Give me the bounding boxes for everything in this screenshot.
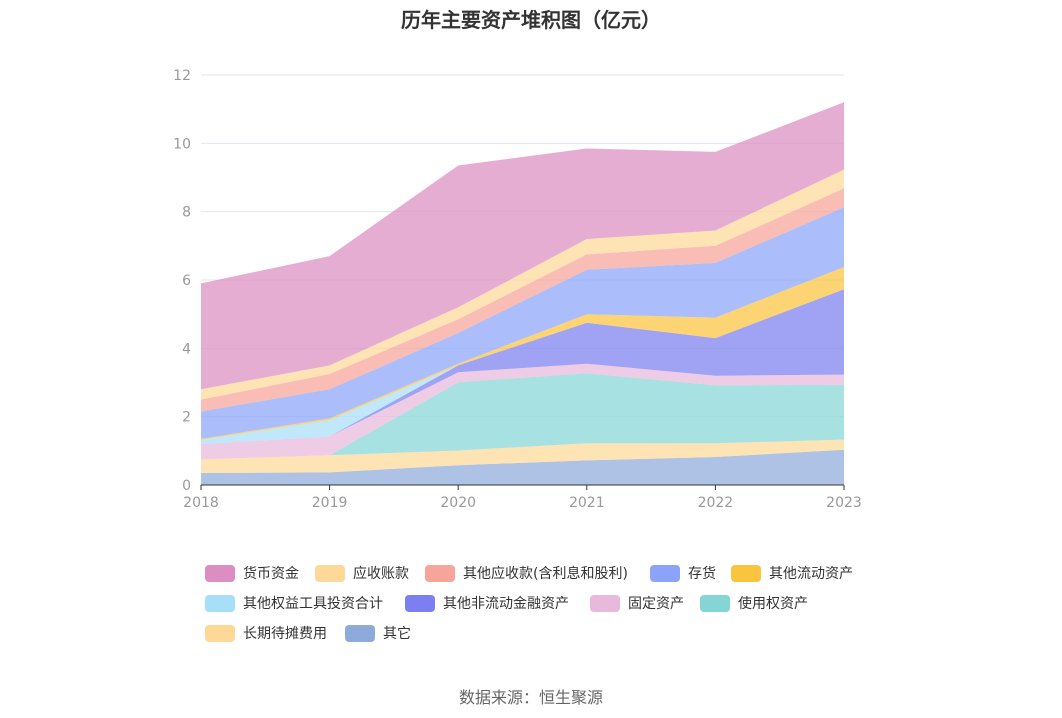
legend-label: 其他流动资产 [769,566,853,582]
area-series[interactable] [201,188,844,412]
legend-item[interactable]: 其他流动资产 [731,562,853,584]
legend-swatch [205,624,235,642]
legend-label: 其他权益工具投资合计 [243,596,383,612]
area-series[interactable] [201,363,844,460]
legend-item[interactable]: 固定资产 [590,592,684,614]
legend-label: 固定资产 [628,596,684,612]
legend-swatch [590,594,620,612]
x-tick-label: 2019 [312,495,348,511]
area-series-group [201,102,844,485]
axes: 0 2 4 6 8 10 12 2018 2019 2020 2021 2022 2023 [173,68,862,511]
area-series[interactable] [201,449,844,485]
legend-label: 其他非流动金融资产 [443,596,569,612]
legend-label: 应收账款 [353,566,409,582]
data-source-note: 数据来源：恒生聚源 [458,688,603,707]
x-tick-label: 2022 [698,495,734,511]
legend-item[interactable]: 其它 [345,622,411,644]
legend-item[interactable]: 使用权资产 [700,592,808,614]
legend-swatch [205,594,235,612]
x-tick-label: 2023 [826,495,862,511]
area-series[interactable] [201,439,844,473]
legend-label: 其它 [383,626,411,642]
x-tick-label: 2021 [569,495,605,511]
y-tick-label: 2 [182,410,191,426]
legend-swatch [425,564,455,582]
stacked-area-chart: 0 2 4 6 8 10 12 2018 2019 2020 2021 2022 2023 [173,68,862,511]
legend-swatch [405,594,435,612]
legend-swatch [700,594,730,612]
legend-item[interactable]: 长期待摊费用 [205,622,327,644]
legend-item[interactable]: 其他权益工具投资合计 [205,592,383,614]
legend-swatch [731,564,761,582]
legend-label: 存货 [688,566,716,582]
y-tick-label: 0 [182,478,191,494]
legend-item[interactable]: 货币资金 [205,562,299,584]
legend-swatch [345,624,375,642]
area-series[interactable] [201,102,844,390]
legend-swatch [205,564,235,582]
legend-item[interactable]: 其他应收款(含利息和股利) [425,562,628,584]
legend-item[interactable]: 其他非流动金融资产 [405,592,569,614]
area-series[interactable] [201,373,844,460]
area-series[interactable] [201,289,844,444]
legend-swatch [650,564,680,582]
y-tick-label: 8 [182,205,191,221]
legend-label: 其他应收款(含利息和股利) [463,566,628,582]
legend-item[interactable]: 存货 [650,562,716,584]
chart-title: 历年主要资产堆积图（亿元） [401,8,661,32]
legend-item[interactable]: 应收账款 [315,562,409,584]
y-tick-label: 12 [173,68,191,84]
x-tick-label: 2020 [440,495,476,511]
x-tick-label: 2018 [183,495,219,511]
y-tick-label: 10 [173,136,191,152]
y-tick-label: 4 [182,341,191,357]
legend-label: 使用权资产 [738,596,808,612]
legend-label: 长期待摊费用 [243,626,327,642]
legend-swatch [315,564,345,582]
legend-label: 货币资金 [243,566,299,582]
y-tick-label: 6 [182,273,191,289]
area-series[interactable] [201,169,844,400]
area-series[interactable] [201,207,844,439]
